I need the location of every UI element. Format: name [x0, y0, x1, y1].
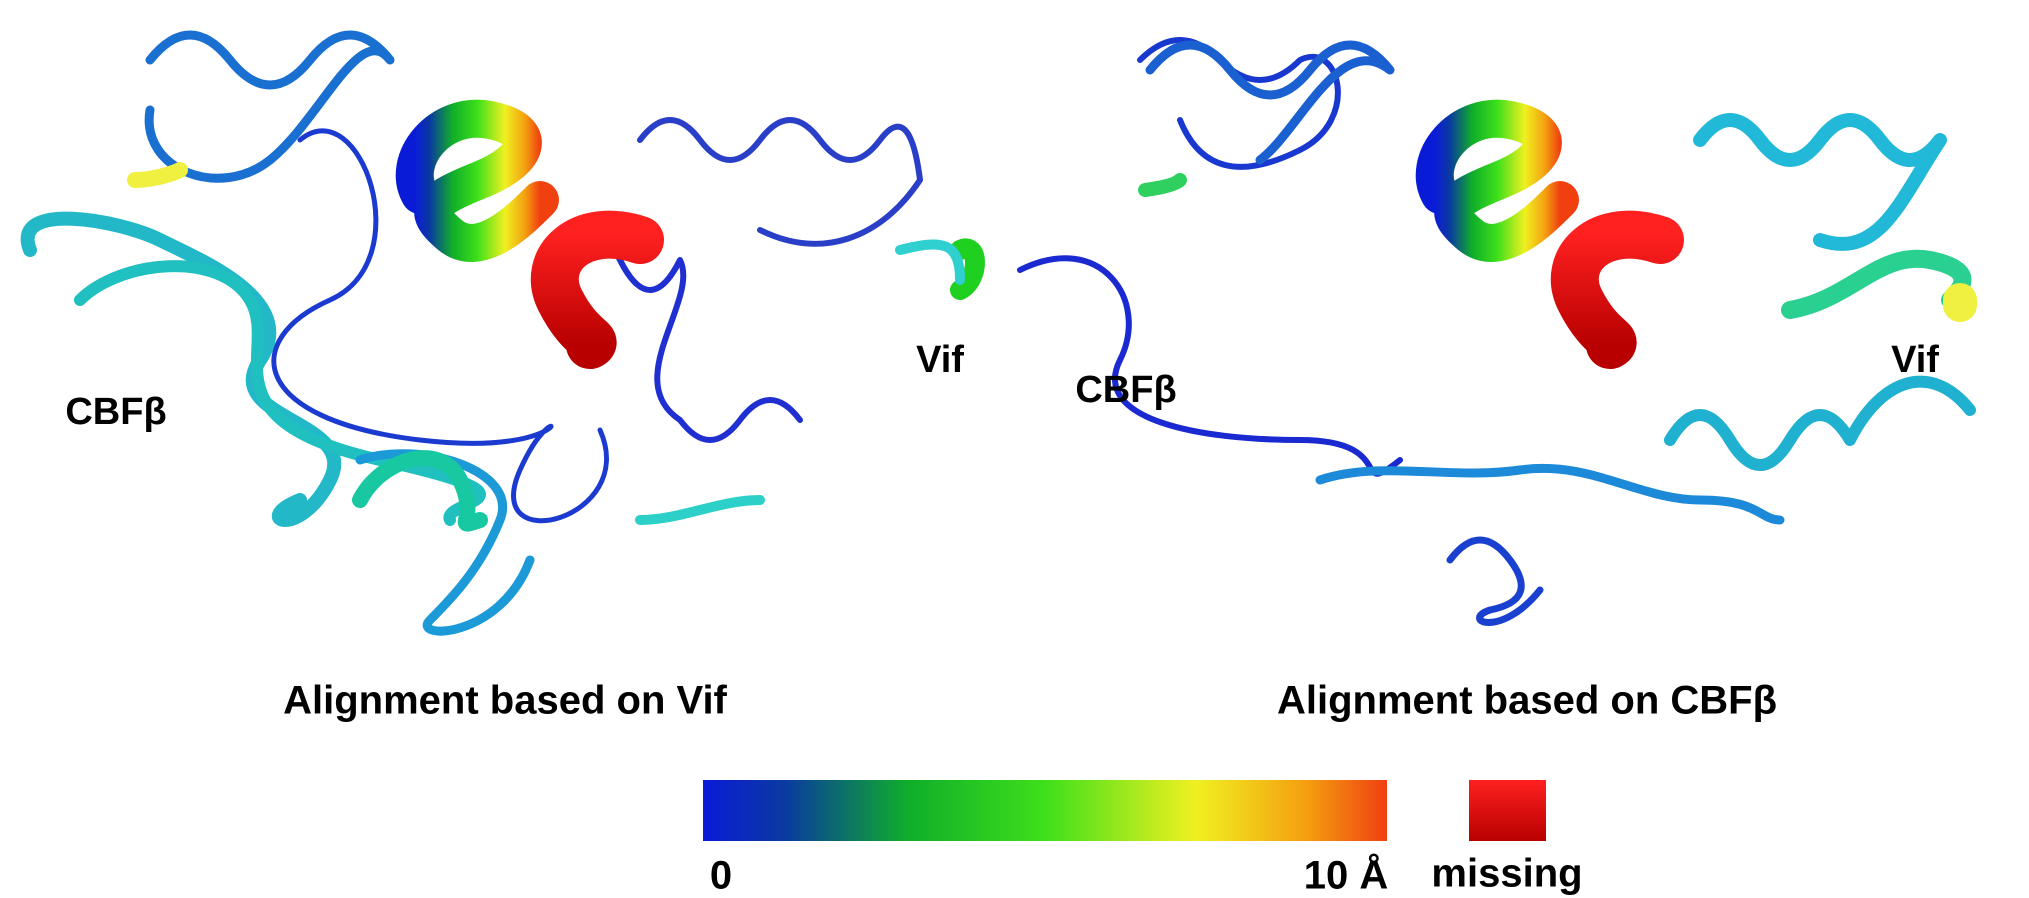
- colorbar-min-label: 0: [710, 854, 732, 898]
- chain-label: Vif: [1891, 339, 1939, 381]
- chain-label: CBFβ: [65, 391, 166, 433]
- missing-label: missing: [1431, 852, 1582, 896]
- chain-label: Vif: [916, 339, 964, 381]
- panel-caption: Alignment based on Vif: [283, 679, 727, 723]
- chain-label: CBFβ: [1075, 369, 1176, 411]
- colorbar-max-label: 10 Å: [1304, 853, 1389, 898]
- colorbar: [703, 780, 1387, 841]
- structure-left: [20, 30, 985, 636]
- missing-swatch: [1469, 780, 1546, 841]
- structure-right: [1017, 37, 1977, 626]
- panel-caption: Alignment based on CBFβ: [1277, 679, 1777, 723]
